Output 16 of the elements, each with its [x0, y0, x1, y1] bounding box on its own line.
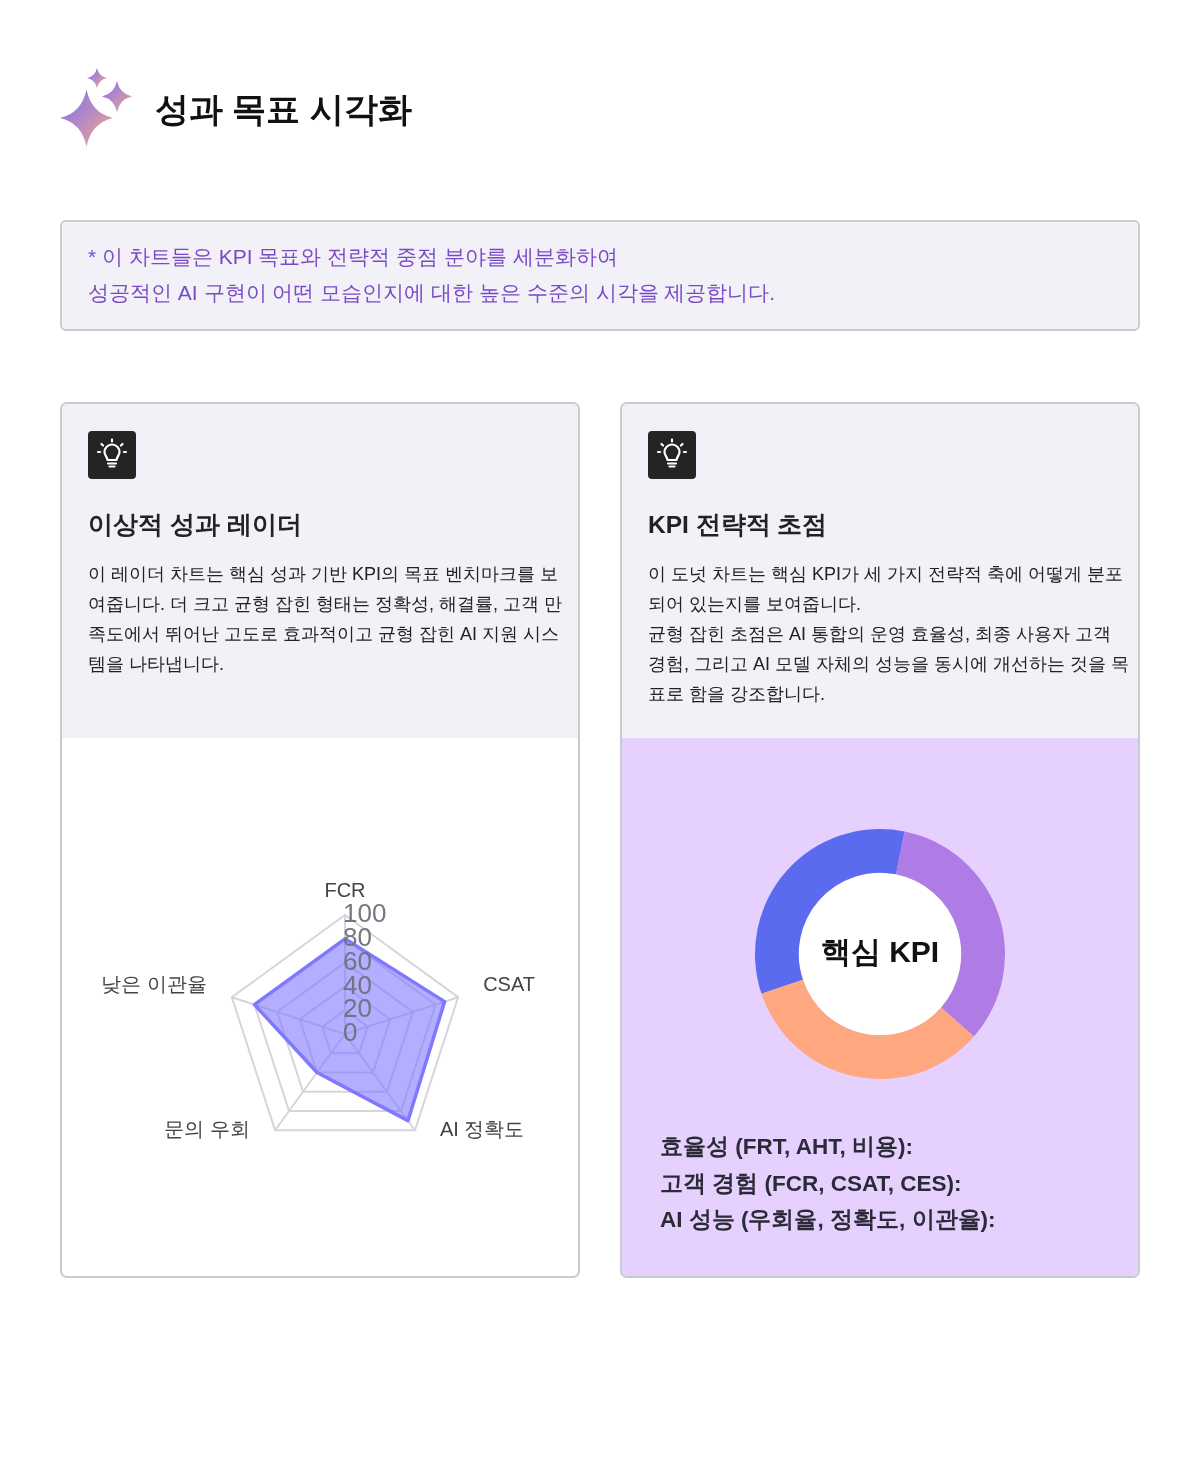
text: 핵심 KPI	[820, 935, 940, 969]
chart-subtitle: 이 레이더 차트는 핵심 성과 기반 KPI의 목표 벤치마크를 보여줍니다. 더 크고 균형 잡힌 형태는 정확성, 해결률, 고객 만족도에서 뛰어난 고도로 효과적이고 균형 잡힌 AI 지원 시스템을 나타냅니다.	[88, 563, 563, 676]
text: 효율성 (FRT, AHT, 비용):	[660, 1133, 914, 1161]
spoke-label: 문의 우회	[164, 1117, 251, 1140]
text: 고객 경험 (FCR, CSAT, CES):	[660, 1169, 963, 1198]
text: 성공적인 AI 구현이 어떤 모습인지에 대한 높은 수준의 시각을 제공합니다.	[88, 280, 777, 306]
spoke-label: FCR	[324, 878, 366, 901]
chart-title: 이상적 성과 레이더	[88, 510, 302, 540]
spoke-label: 낮은 이관율	[101, 972, 207, 995]
text: * 이 차트들은 KPI 목표와 전략적 중점 분야를 세분화하여	[88, 244, 619, 270]
chart-subtitle: 이 도넛 차트는 핵심 KPI가 세 가지 전략적 축에 어떻게 분포되어 있는지를 보여줍니다. 균형 잡힌 초점은 AI 통합의 운영 효율성, 최종 사용자 고객 경험, 그리고 AI 모델 자체의 성능을 동시에 개선하는 것을 목표로 함을 강조합니다.	[648, 563, 1130, 706]
spoke-label: CSAT	[483, 972, 536, 995]
text: 성과 목표 시각화	[155, 89, 412, 130]
chart-title: KPI 전략적 초점	[648, 510, 828, 540]
text: AI 성능 (우회율, 정확도, 이관율):	[660, 1206, 996, 1234]
spoke-label: AI 정확도	[439, 1117, 525, 1140]
